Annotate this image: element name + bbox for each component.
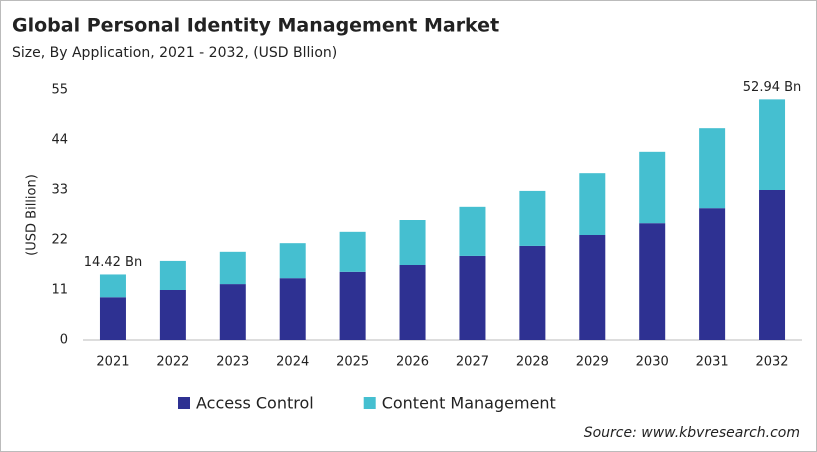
x-tick-label: 2024 [276,355,309,370]
bar-segment [159,260,186,290]
x-tick-label: 2026 [396,355,429,370]
x-tick-label: 2025 [336,355,369,370]
legend-swatch [178,397,190,409]
y-tick-label: 33 [51,183,68,198]
legend-label: Access Control [196,394,314,413]
bar-segment [219,284,246,340]
bar-segment [759,190,786,340]
bar-segment [759,99,786,190]
bar-segment [459,206,486,256]
x-tick-label: 2032 [755,355,788,370]
annotation: 14.42 Bn [84,255,143,270]
bar-segment [339,271,366,340]
bar-segment [579,173,606,235]
bar-segment [699,208,726,340]
x-tick-label: 2030 [636,355,669,370]
bar-segment [279,278,306,340]
bar-segment [219,251,246,285]
bar-segment [399,265,426,340]
bar-segment [399,220,426,265]
annotation: 52.94 Bn [743,80,802,95]
bar-segment [519,190,546,246]
y-tick-label: 22 [51,233,68,248]
y-tick-label: 0 [60,333,68,348]
chart-subtitle: Size, By Application, 2021 - 2032, (USD … [12,45,337,61]
x-tick-label: 2021 [96,355,129,370]
bar-segment [519,245,546,340]
x-tick-label: 2031 [696,355,729,370]
x-tick-label: 2027 [456,355,489,370]
bar-segment [579,235,606,340]
bar-segment [99,297,126,340]
legend-swatch [363,397,376,409]
bar-segment [639,151,666,224]
y-tick-label: 44 [51,133,68,148]
x-tick-label: 2023 [216,355,249,370]
bar-segment [159,290,186,340]
legend-label: Content Management [382,394,556,413]
bar-segment [339,231,366,272]
x-tick-label: 2029 [576,355,609,370]
bar-segment [279,243,306,279]
bar-segment [459,255,486,340]
y-axis-label: (USD Billion) [25,174,40,256]
x-tick-label: 2028 [516,355,549,370]
y-tick-label: 11 [51,283,68,298]
y-tick-label: 55 [51,83,68,98]
chart-title: Global Personal Identity Management Mark… [12,15,499,37]
bar-segment [639,223,666,340]
source: Source: www.kbvresearch.com [584,425,800,441]
x-tick-label: 2022 [156,355,189,370]
bar-segment [99,274,126,298]
bar-segment [699,128,726,209]
